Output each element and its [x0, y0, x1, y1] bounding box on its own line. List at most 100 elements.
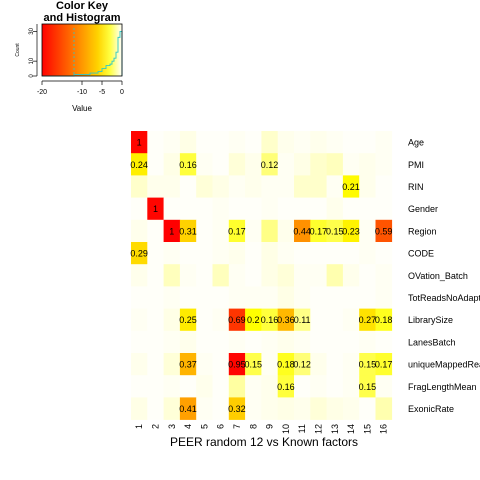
- heatmap-cell-uniqueMappedReads-6: [212, 353, 230, 376]
- heatmap-cell-Age-3: [163, 131, 181, 154]
- heatmap-cell-TotReadsNoAdapt-11: [294, 286, 311, 309]
- heatmap-cell-TotReadsNoAdapt-7: [228, 286, 246, 309]
- heatmap-cell-LibrarySize-7: [228, 308, 246, 332]
- heatmap-cell-uniqueMappedReads-1: [131, 353, 148, 376]
- heatmap-cell-Region-8: [245, 219, 262, 243]
- heatmap-cell-RIN-12: [310, 175, 327, 198]
- heatmap-cell-ExonicRate-6: [212, 397, 230, 420]
- row-label: LibrarySize: [408, 315, 453, 325]
- heatmap-cell-label: 1: [153, 204, 158, 214]
- heatmap-cell-LanesBatch-5: [196, 330, 213, 354]
- heatmap-cell-Gender-3: [163, 197, 181, 221]
- heatmap-cell-CODE-14: [342, 242, 360, 265]
- heatmap-cell-LibrarySize-1: [131, 308, 148, 332]
- heatmap-cell-OVation_Batch-7: [228, 264, 246, 287]
- heatmap-cell-uniqueMappedReads-16: [375, 353, 393, 376]
- heatmap-cell-ExonicRate-11: [294, 397, 311, 420]
- heatmap-cell-RIN-6: [212, 175, 230, 198]
- heatmap-cell-label: 0.69: [228, 315, 246, 325]
- heatmap-cell-Age-11: [294, 131, 311, 154]
- heatmap-cell-Age-5: [196, 131, 213, 154]
- heatmap-cell-label: 0.17: [228, 226, 246, 236]
- heatmap-cell-RIN-11: [294, 175, 311, 198]
- heatmap-cell-OVation_Batch-2: [147, 264, 164, 287]
- heatmap-cell-uniqueMappedReads-11: [294, 353, 311, 376]
- heatmap-cell-PMI-14: [342, 153, 360, 176]
- heatmap-cell-OVation_Batch-13: [326, 264, 344, 287]
- heatmap-cell-TotReadsNoAdapt-10: [277, 286, 295, 309]
- heatmap-cell-PMI-6: [212, 153, 230, 176]
- heatmap-cell-label: 0.18: [375, 315, 393, 325]
- heatmap-cell-OVation_Batch-16: [375, 264, 393, 287]
- heatmap-cell-label: 0.31: [179, 226, 197, 236]
- row-label: TotReadsNoAdapt: [408, 293, 480, 303]
- heatmap-cell-Gender-2: [147, 197, 164, 221]
- heatmap-cell-FragLengthMean-4: [179, 375, 197, 398]
- heatmap-cell-FragLengthMean-10: [277, 375, 295, 398]
- heatmap-cell-Region-16: [375, 219, 393, 243]
- heatmap-cell-label: 0.59: [375, 226, 393, 236]
- column-label: 7: [232, 424, 242, 429]
- heatmap-cell-Region-9: [261, 219, 278, 243]
- heatmap-cell-Age-12: [310, 131, 327, 154]
- row-label: LanesBatch: [408, 337, 456, 347]
- heatmap-cell-Gender-16: [375, 197, 393, 221]
- heatmap-cell-PMI-1: [131, 153, 148, 176]
- heatmap-cell-ExonicRate-15: [359, 397, 376, 420]
- heatmap-cell-LibrarySize-6: [212, 308, 230, 332]
- heatmap-cell-Gender-13: [326, 197, 344, 221]
- heatmap-cell-PMI-10: [277, 153, 295, 176]
- heatmap-cell-Gender-11: [294, 197, 311, 221]
- heatmap-cell-Gender-9: [261, 197, 278, 221]
- color-key-xtick-label: 0: [120, 89, 124, 96]
- color-key-gradient: [42, 24, 122, 76]
- heatmap-cell-TotReadsNoAdapt-9: [261, 286, 278, 309]
- heatmap-cell-FragLengthMean-2: [147, 375, 164, 398]
- heatmap-cell-CODE-10: [277, 242, 295, 265]
- heatmap-cell-Region-6: [212, 219, 230, 243]
- heatmap-cell-FragLengthMean-13: [326, 375, 344, 398]
- heatmap-cell-Region-4: [179, 219, 197, 243]
- heatmap-cell-label: 0.15: [359, 360, 377, 370]
- row-label: PMI: [408, 160, 424, 170]
- column-label: 11: [297, 424, 307, 433]
- row-label: Region: [408, 226, 437, 236]
- column-labels: 1 2 3 4 5 6 7 8 9 10 11 12 13 14 15 16: [134, 424, 389, 434]
- heatmap-cell-label: 0.17: [375, 360, 393, 370]
- heatmap-cell-LanesBatch-6: [212, 330, 230, 354]
- column-label: 4: [183, 424, 193, 429]
- heatmap-cell-LibrarySize-13: [326, 308, 344, 332]
- heatmap-cell-label: 0.37: [179, 360, 197, 370]
- heatmap-cell-label: 0.44: [293, 226, 311, 236]
- heatmap-cell-ExonicRate-4: [179, 397, 197, 420]
- heatmap-cell-LanesBatch-14: [342, 330, 360, 354]
- heatmap-cell-OVation_Batch-9: [261, 264, 278, 287]
- heatmap-cell-LibrarySize-5: [196, 308, 213, 332]
- chart-title: PEER random 12 vs Known factors: [170, 435, 358, 449]
- heatmap-cell-label: 0.21: [342, 182, 360, 192]
- heatmap-cell-ExonicRate-10: [277, 397, 295, 420]
- heatmap-cell-LibrarySize-3: [163, 308, 181, 332]
- heatmap-cell-TotReadsNoAdapt-1: [131, 286, 148, 309]
- heatmap-cell-FragLengthMean-3: [163, 375, 181, 398]
- heatmap-cell-label: 0.24: [130, 160, 148, 170]
- heatmap-cell-LibrarySize-9: [261, 308, 278, 332]
- heatmap-cell-ExonicRate-8: [245, 397, 262, 420]
- heatmap-cell-FragLengthMean-11: [294, 375, 311, 398]
- heatmap-cell-RIN-16: [375, 175, 393, 198]
- heatmap-cell-RIN-4: [179, 175, 197, 198]
- histogram-line: [42, 30, 123, 77]
- heatmap-cell-LanesBatch-15: [359, 330, 376, 354]
- heatmap-cell-OVation_Batch-11: [294, 264, 311, 287]
- heatmap-cell-Region-5: [196, 219, 213, 243]
- heatmap-cell-Age-15: [359, 131, 376, 154]
- heatmap-cell-ExonicRate-7: [228, 397, 246, 420]
- heatmap-cell-Age-6: [212, 131, 230, 154]
- heatmap-cell-label: 0.29: [130, 249, 148, 259]
- heatmap-cell-RIN-9: [261, 175, 278, 198]
- heatmap-cell-uniqueMappedReads-13: [326, 353, 344, 376]
- heatmap-cell-PMI-5: [196, 153, 213, 176]
- heatmap-cell-Gender-6: [212, 197, 230, 221]
- heatmap-cell-uniqueMappedReads-15: [359, 353, 376, 376]
